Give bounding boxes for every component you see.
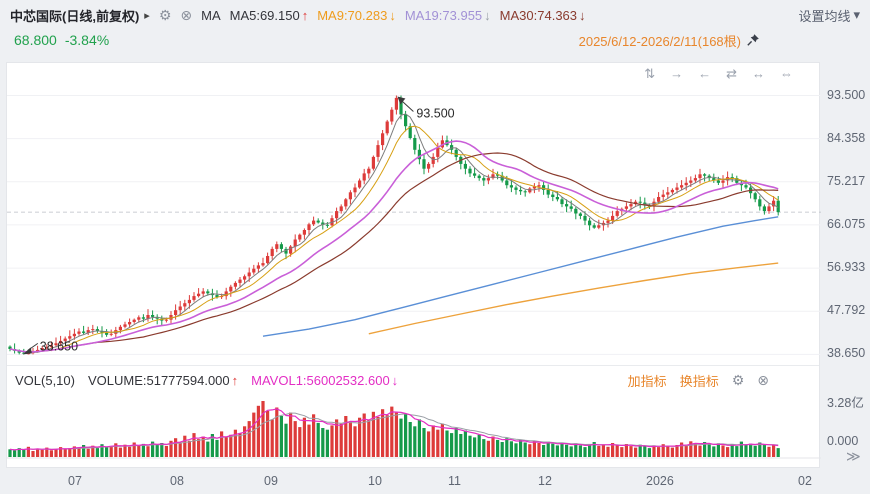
- date-range-label: 2025/6/12-2026/2/11(168根): [578, 33, 741, 49]
- mavol-value-label: MAVOL1:56002532.600: [251, 372, 390, 388]
- volume-axis-zero: 0.000: [827, 434, 859, 448]
- y-axis-label: 75.217: [827, 173, 866, 188]
- volume-value: VOLUME:51777594.000 ↑: [88, 373, 238, 388]
- ma9-value: MA9:70.283: [317, 7, 388, 23]
- chevron-down-icon: ▾: [853, 7, 860, 22]
- svg-text:93.500: 93.500: [416, 107, 454, 121]
- svg-text:38.650: 38.650: [40, 339, 78, 353]
- mavol-trend-arrow-icon: ↓: [391, 372, 399, 388]
- expand-range-icon[interactable]: ⇔: [780, 66, 793, 81]
- mavol-value: MAVOL1:56002532.600 ↓: [251, 373, 398, 388]
- expand-pane-button[interactable]: ≫: [846, 448, 861, 464]
- x-axis-label: 12: [538, 474, 552, 488]
- title-dropdown-icon[interactable]: ▸: [144, 9, 150, 22]
- y-axis-label: 93.500: [827, 87, 866, 102]
- ma19-value: MA19:73.955: [404, 7, 483, 23]
- close-indicator-icon[interactable]: ⊗: [180, 7, 193, 23]
- x-axis-label: 08: [170, 474, 184, 488]
- y-axis-label: 56.933: [827, 260, 866, 275]
- y-axis-label: 38.650: [827, 346, 866, 361]
- volume-close-icon[interactable]: ⊗: [757, 372, 769, 388]
- volume-indicator-label: VOL(5,10): [15, 372, 75, 388]
- x-axis-label: 11: [448, 474, 461, 488]
- ma-settings-label: 设置均线: [798, 8, 851, 24]
- volume-gear-icon[interactable]: ⚙: [731, 372, 745, 388]
- symbol-title[interactable]: 中芯国际(日线,前复权): [10, 8, 140, 24]
- ma30-trend-arrow-icon: ↓: [579, 7, 586, 23]
- ma19-legend: MA19:73.955 ↓: [405, 8, 491, 23]
- ma5-legend: MA5:69.150 ↑: [230, 8, 309, 23]
- volume-axis-max: 3.28亿: [827, 396, 864, 410]
- ma-group-label: MA: [201, 7, 221, 23]
- price-axis: 93.500 84.358 75.217 66.075 56.933 47.792 38.6…: [827, 86, 869, 364]
- volume-pane-header: VOL(5,10) VOLUME:51777594.000 ↑ MAVOL1:5…: [15, 369, 819, 391]
- ma19-trend-arrow-icon: ↓: [484, 7, 491, 23]
- x-axis-label: 2026: [646, 474, 674, 488]
- pin-icon[interactable]: [746, 33, 760, 47]
- ma5-value: MA5:69.150: [229, 7, 300, 23]
- x-axis-label: 07: [68, 474, 82, 488]
- volume-chart[interactable]: [7, 393, 821, 459]
- chart-panel: ⇅ → ← ⇄ ↔ ⇔ 93.500 38.650 VOL(5,10) VOLUME:517…: [6, 62, 821, 468]
- volume-trend-arrow-icon: ↑: [231, 372, 239, 388]
- chart-toolbar: ⇅ → ← ⇄ ↔ ⇔: [644, 66, 793, 82]
- time-axis: 07 08 09 10 11 12 2026 02: [6, 470, 820, 492]
- ma-settings-button[interactable]: 设置均线 ▾: [798, 6, 860, 25]
- main-candlestick-chart[interactable]: 93.500 38.650: [7, 87, 821, 365]
- pane-divider: [7, 365, 819, 366]
- x-axis-label: 09: [264, 474, 278, 488]
- y-axis-label: 66.075: [827, 216, 866, 231]
- ma9-legend: MA9:70.283 ↓: [317, 8, 396, 23]
- ma30-value: MA30:74.363: [499, 7, 578, 23]
- pan-right-icon[interactable]: →: [670, 66, 684, 81]
- y-axis-label: 84.358: [827, 130, 866, 145]
- y-axis-label: 47.792: [827, 303, 866, 318]
- volume-value-label: VOLUME:51777594.000: [87, 372, 230, 388]
- ma30-legend: MA30:74.363 ↓: [500, 8, 586, 23]
- add-indicator-button[interactable]: 加指标: [627, 373, 667, 389]
- pan-left-icon[interactable]: ←: [698, 66, 712, 81]
- ma5-trend-arrow-icon: ↑: [301, 7, 309, 23]
- x-axis-label: 10: [368, 474, 382, 488]
- chart-header: 中芯国际(日线,前复权) ▸ ⚙ ⊗ MA MA5:69.150 ↑ MA9:7…: [10, 5, 860, 25]
- price-change-percent: -3.84%: [64, 32, 110, 48]
- scale-vertical-icon[interactable]: ⇅: [644, 66, 656, 81]
- swap-axes-icon[interactable]: ⇄: [726, 66, 737, 81]
- last-price: 68.800: [14, 32, 57, 48]
- switch-indicator-button[interactable]: 换指标: [679, 373, 719, 389]
- scale-horizontal-icon[interactable]: ↔: [752, 66, 765, 81]
- date-range: 2025/6/12-2026/2/11(168根): [579, 31, 760, 50]
- ma9-trend-arrow-icon: ↓: [389, 7, 396, 23]
- gear-icon[interactable]: ⚙: [158, 7, 172, 23]
- x-axis-label: 02: [798, 474, 812, 488]
- quote-row: 68.800 -3.84% 2025/6/12-2026/2/11(168根): [14, 29, 760, 51]
